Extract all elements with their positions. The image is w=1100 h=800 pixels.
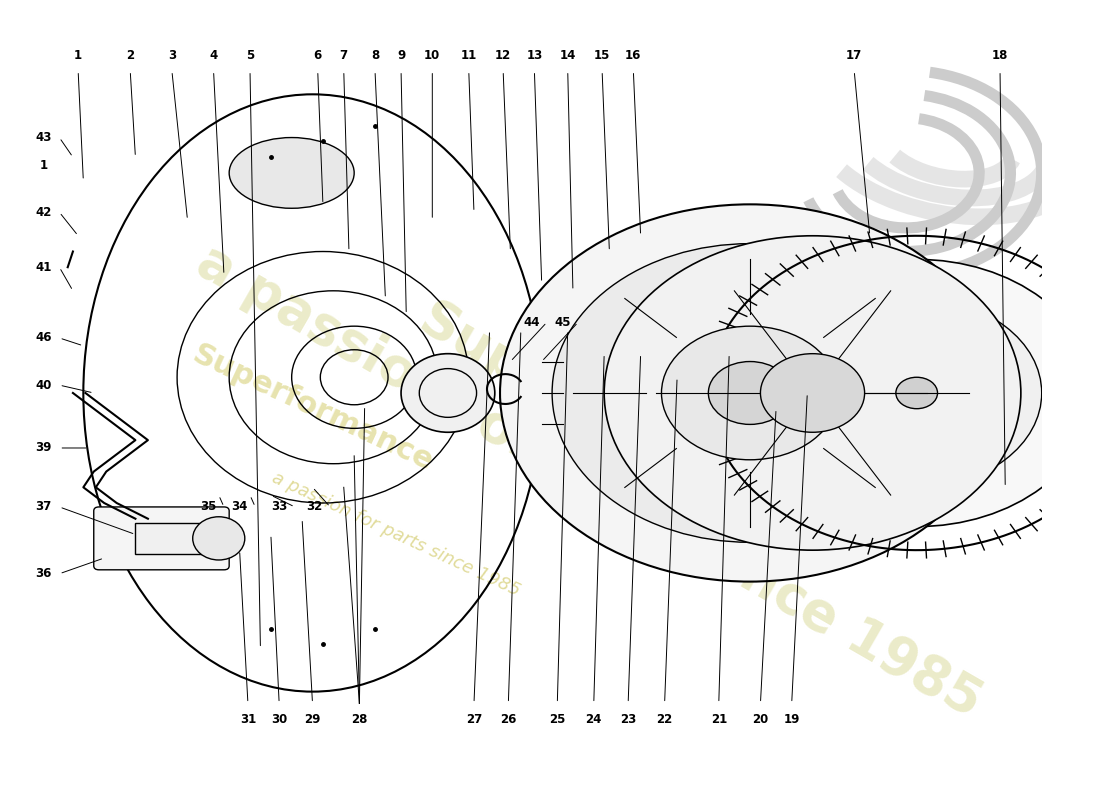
Text: 18: 18 (992, 49, 1009, 62)
Text: Superformance
a passion for parts since 1985: Superformance a passion for parts since … (188, 183, 1021, 729)
Text: 14: 14 (560, 49, 576, 62)
Text: 33: 33 (271, 501, 287, 514)
Text: 25: 25 (549, 713, 565, 726)
Circle shape (859, 350, 974, 436)
Text: 28: 28 (351, 713, 367, 726)
Text: 12: 12 (495, 49, 512, 62)
Text: a passion for parts since 1985: a passion for parts since 1985 (268, 469, 522, 600)
Text: 20: 20 (752, 713, 769, 726)
Circle shape (895, 378, 937, 409)
Text: 31: 31 (240, 713, 256, 726)
Text: 35: 35 (200, 501, 217, 514)
Text: Superformance: Superformance (187, 340, 438, 478)
Ellipse shape (229, 138, 354, 208)
Text: 1: 1 (74, 49, 82, 62)
Circle shape (500, 204, 1000, 582)
Text: 42: 42 (35, 206, 52, 218)
Text: 41: 41 (35, 261, 52, 274)
Text: 46: 46 (35, 331, 52, 345)
Text: 16: 16 (625, 49, 641, 62)
Text: 2: 2 (126, 49, 134, 62)
FancyBboxPatch shape (94, 507, 229, 570)
Text: 4: 4 (209, 49, 218, 62)
Text: 15: 15 (594, 49, 610, 62)
Text: 43: 43 (35, 131, 52, 144)
Text: 24: 24 (585, 713, 602, 726)
Text: 27: 27 (465, 713, 482, 726)
Text: 5: 5 (246, 49, 254, 62)
Text: 7: 7 (340, 49, 348, 62)
Text: 3: 3 (168, 49, 176, 62)
Text: 26: 26 (500, 713, 517, 726)
Text: 37: 37 (35, 501, 52, 514)
Text: 17: 17 (846, 49, 862, 62)
Text: 1: 1 (40, 158, 47, 171)
Ellipse shape (192, 517, 245, 560)
Text: 39: 39 (35, 442, 52, 454)
Text: 29: 29 (305, 713, 321, 726)
Text: 34: 34 (231, 501, 248, 514)
Text: 10: 10 (425, 49, 440, 62)
Text: 8: 8 (371, 49, 380, 62)
Circle shape (708, 362, 792, 425)
Text: 21: 21 (711, 713, 727, 726)
Circle shape (552, 244, 948, 542)
Text: 30: 30 (271, 713, 287, 726)
Ellipse shape (402, 354, 495, 432)
Text: 23: 23 (620, 713, 636, 726)
Circle shape (604, 236, 1021, 550)
Text: 44: 44 (522, 316, 539, 329)
Circle shape (739, 259, 1093, 526)
Circle shape (760, 354, 865, 432)
Text: 45: 45 (554, 316, 571, 329)
Text: 40: 40 (35, 378, 52, 392)
Text: 36: 36 (35, 567, 52, 580)
Text: 9: 9 (397, 49, 405, 62)
Text: 22: 22 (657, 713, 673, 726)
Circle shape (661, 326, 838, 460)
FancyBboxPatch shape (135, 522, 213, 554)
Text: 19: 19 (783, 713, 800, 726)
Text: 32: 32 (307, 501, 322, 514)
Text: 13: 13 (526, 49, 542, 62)
Circle shape (792, 298, 1042, 487)
Text: 6: 6 (314, 49, 322, 62)
Text: 11: 11 (461, 49, 477, 62)
